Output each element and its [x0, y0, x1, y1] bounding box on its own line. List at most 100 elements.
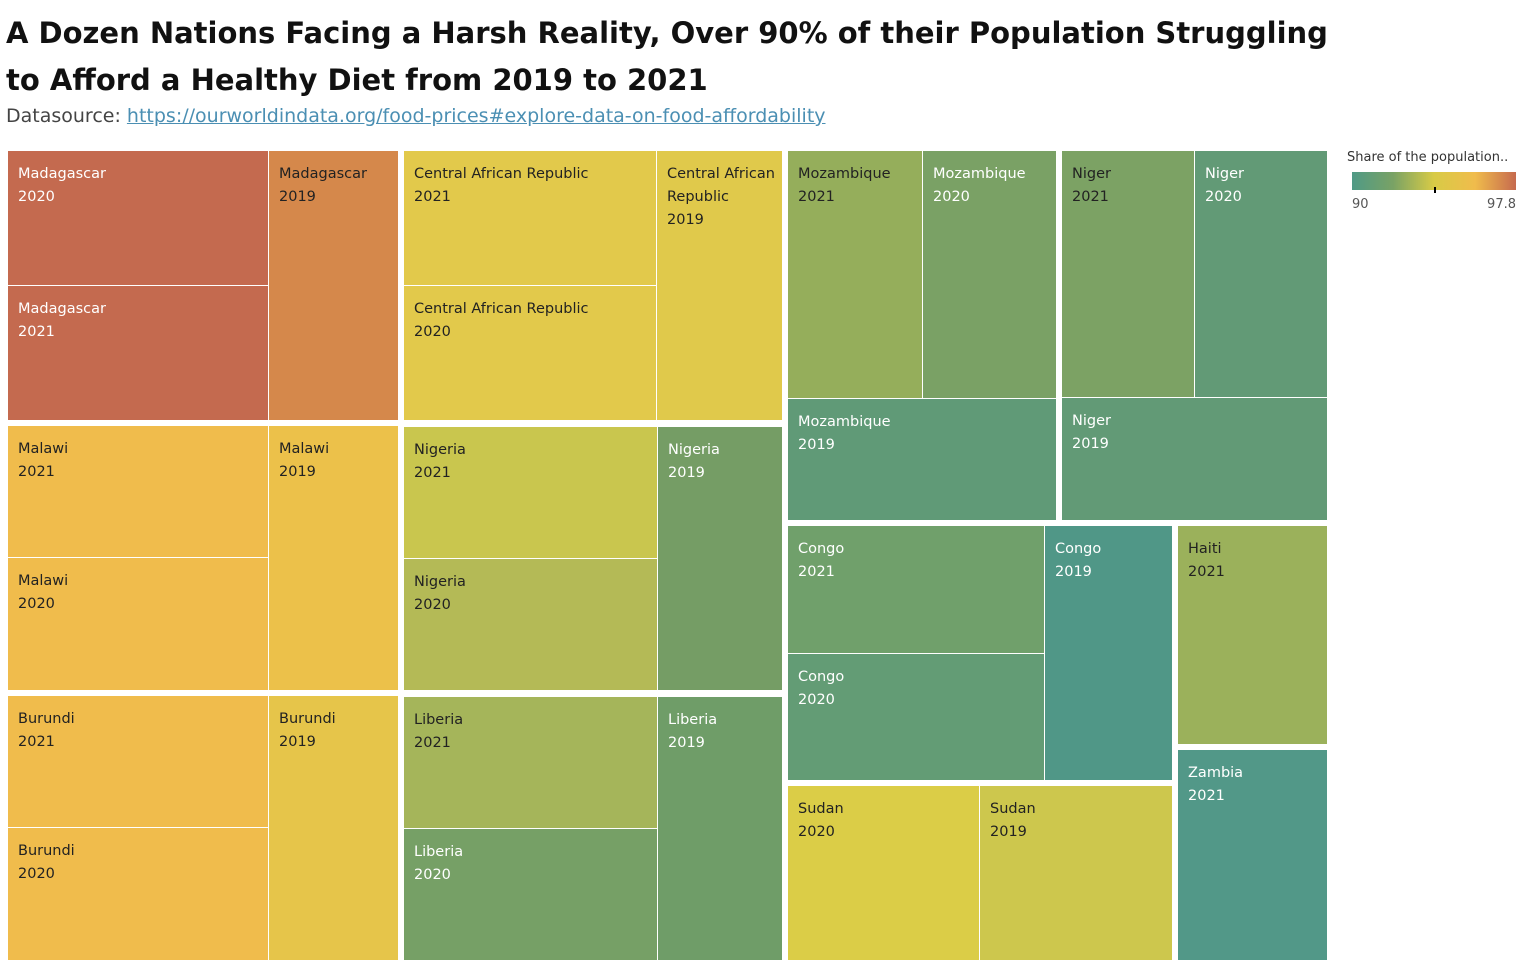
cell-year-label: 2021 — [798, 564, 835, 580]
treemap-cell-niger-2019[interactable]: Niger 2019 — [1062, 398, 1327, 520]
cell-year-label: 2020 — [414, 324, 451, 340]
color-legend: Share of the population.. 90 97.8 — [1347, 150, 1523, 212]
cell-year-label: 2019 — [279, 464, 316, 480]
treemap-cell-congo-2019[interactable]: Congo 2019 — [1045, 526, 1172, 780]
treemap-cell-madagascar-2020[interactable]: Madagascar 2020 — [8, 151, 268, 285]
treemap-cell-madagascar-2019[interactable]: Madagascar 2019 — [269, 151, 398, 420]
legend-min-label: 90 — [1352, 197, 1369, 212]
cell-year-label: 2021 — [414, 189, 451, 205]
datasource-label: Datasource: — [6, 105, 121, 127]
cell-country-label: Nigeria — [668, 442, 720, 458]
cell-year-label: 2019 — [798, 437, 835, 453]
treemap-cell-nigeria-2021[interactable]: Nigeria 2021 — [404, 427, 657, 558]
datasource-link[interactable]: https://ourworldindata.org/food-prices#e… — [126, 105, 826, 127]
cell-year-label: 2020 — [18, 189, 55, 205]
cell-year-label: 2020 — [798, 692, 835, 708]
cell-country-label: Congo — [798, 541, 845, 557]
treemap-cell-burundi-2020[interactable]: Burundi 2020 — [8, 828, 268, 960]
cell-year-label: 2021 — [798, 189, 835, 205]
cell-year-label: 2020 — [414, 867, 451, 883]
cell-year-label: 2021 — [1072, 189, 1109, 205]
cell-country-label: Central African Republic — [414, 166, 589, 182]
treemap-cell-liberia-2019[interactable]: Liberia 2019 — [658, 697, 782, 960]
cell-country-label: Malawi — [18, 441, 69, 457]
cell-year-label: 2020 — [18, 596, 55, 612]
cell-country-label: Nigeria — [414, 442, 466, 458]
cell-year-label: 2019 — [279, 734, 316, 750]
treemap-cell-central-african-republic-2021[interactable]: Central African Republic 2021 — [404, 151, 656, 285]
cell-country-label: Mozambique — [798, 166, 891, 182]
cell-country-label: Burundi — [279, 711, 336, 727]
cell-country-label: Niger — [1072, 166, 1111, 182]
cell-country-label: Nigeria — [414, 574, 466, 590]
treemap-cell-liberia-2021[interactable]: Liberia 2021 — [404, 697, 657, 828]
cell-country-label: Zambia — [1188, 765, 1244, 781]
cell-country-label: Congo — [798, 669, 845, 685]
cell-country-label: Malawi — [18, 573, 69, 589]
cell-year-label: 2021 — [1188, 564, 1225, 580]
cell-country-label: Liberia — [414, 844, 464, 860]
cell-country-label: Madagascar — [18, 301, 106, 317]
treemap-cell-malawi-2021[interactable]: Malawi 2021 — [8, 426, 268, 557]
cell-year-label: 2020 — [798, 824, 835, 840]
cell-year-label: 2021 — [18, 734, 55, 750]
treemap-cell-nigeria-2020[interactable]: Nigeria 2020 — [404, 559, 657, 690]
treemap-cell-madagascar-2021[interactable]: Madagascar 2021 — [8, 286, 268, 420]
datasource-line: Datasource: https://ourworldindata.org/f… — [6, 105, 826, 127]
treemap-cell-sudan-2020[interactable]: Sudan 2020 — [788, 786, 979, 960]
treemap-cell-congo-2021[interactable]: Congo 2021 — [788, 526, 1044, 653]
treemap-cell-central-african-republic-2019[interactable]: Central African Republic 2019 — [657, 151, 782, 420]
treemap-cell-mozambique-2020[interactable]: Mozambique 2020 — [923, 151, 1056, 398]
cell-year-label: 2021 — [414, 465, 451, 481]
cell-year-label: 2019 — [667, 212, 704, 228]
treemap-cell-mozambique-2021[interactable]: Mozambique 2021 — [788, 151, 922, 398]
cell-year-label: 2021 — [18, 324, 55, 340]
treemap-cell-zambia-2021[interactable]: Zambia 2021 — [1178, 750, 1327, 960]
cell-country-label: Sudan — [990, 801, 1036, 817]
treemap-cell-nigeria-2019[interactable]: Nigeria 2019 — [658, 427, 782, 690]
legend-midpoint-tick — [1434, 187, 1436, 193]
treemap-cell-malawi-2019[interactable]: Malawi 2019 — [269, 426, 398, 690]
cell-year-label: 2021 — [414, 735, 451, 751]
cell-year-label: 2019 — [279, 189, 316, 205]
treemap-cell-sudan-2019[interactable]: Sudan 2019 — [980, 786, 1172, 960]
cell-country-label: Liberia — [414, 712, 464, 728]
cell-country-label: Liberia — [668, 712, 718, 728]
treemap-cell-niger-2021[interactable]: Niger 2021 — [1062, 151, 1194, 397]
legend-title: Share of the population.. — [1347, 150, 1509, 165]
treemap-cell-mozambique-2019[interactable]: Mozambique 2019 — [788, 399, 1056, 520]
cell-year-label: 2020 — [933, 189, 970, 205]
legend-gradient-bar — [1352, 172, 1516, 190]
cell-country-label: Central African — [667, 166, 775, 182]
cell-year-label: 2019 — [1072, 436, 1109, 452]
cell-year-label: 2020 — [414, 597, 451, 613]
cell-country-label: Malawi — [279, 441, 330, 457]
treemap-cell-haiti-2021[interactable]: Haiti 2021 — [1178, 526, 1327, 744]
treemap-cell-niger-2020[interactable]: Niger 2020 — [1195, 151, 1327, 397]
treemap-cell-liberia-2020[interactable]: Liberia 2020 — [404, 829, 657, 960]
cell-year-label: 2019 — [668, 465, 705, 481]
cell-year-label: 2019 — [1055, 564, 1092, 580]
treemap-cell-burundi-2021[interactable]: Burundi 2021 — [8, 696, 268, 827]
cell-country-label-wrap: Republic — [667, 189, 729, 205]
legend-max-label: 97.8 — [1487, 197, 1516, 212]
cell-country-label: Congo — [1055, 541, 1102, 557]
treemap-cell-central-african-republic-2020[interactable]: Central African Republic 2020 — [404, 286, 656, 420]
cell-year-label: 2019 — [668, 735, 705, 751]
cell-country-label: Niger — [1072, 413, 1111, 429]
cell-year-label: 2021 — [18, 464, 55, 480]
cell-country-label: Sudan — [798, 801, 844, 817]
cell-country-label: Niger — [1205, 166, 1244, 182]
treemap-cell-congo-2020[interactable]: Congo 2020 — [788, 654, 1044, 780]
treemap-cell-malawi-2020[interactable]: Malawi 2020 — [8, 558, 268, 690]
cell-year-label: 2020 — [18, 866, 55, 882]
cell-country-label: Central African Republic — [414, 301, 589, 317]
treemap-cell-burundi-2019[interactable]: Burundi 2019 — [269, 696, 398, 960]
cell-country-label: Madagascar — [18, 166, 106, 182]
cell-country-label: Haiti — [1188, 541, 1222, 557]
cell-country-label: Madagascar — [279, 166, 367, 182]
cell-year-label: 2021 — [1188, 788, 1225, 804]
cell-year-label: 2019 — [990, 824, 1027, 840]
chart-title: A Dozen Nations Facing a Harsh Reality, … — [6, 16, 1328, 97]
